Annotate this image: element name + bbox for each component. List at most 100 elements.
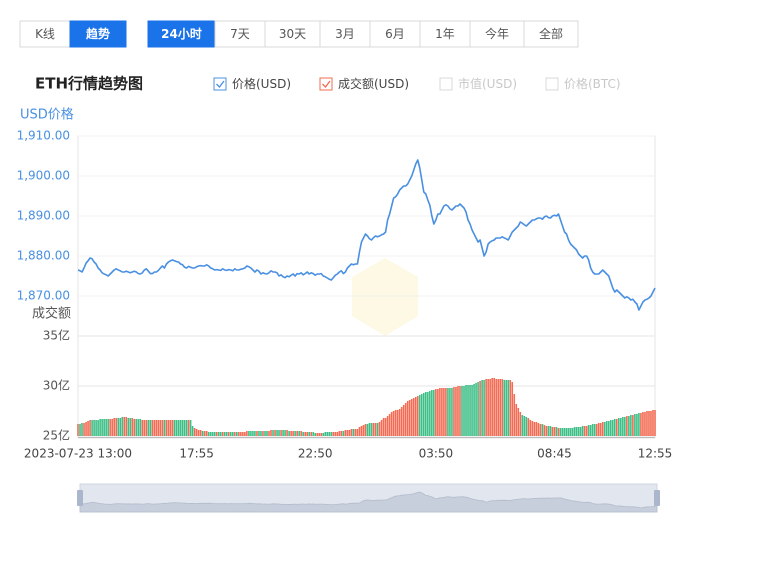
legend-checkbox[interactable] — [319, 77, 333, 91]
volume-bar — [151, 420, 154, 436]
tab-background[interactable] — [523, 20, 579, 48]
tab-label[interactable]: 7天 — [230, 27, 250, 41]
volume-bar — [254, 431, 256, 436]
volume-bar — [167, 420, 170, 436]
volume-bar — [219, 432, 222, 436]
legend-label[interactable]: 成交额(USD) — [338, 76, 409, 91]
volume-bar — [111, 419, 113, 436]
volume-bar — [352, 429, 355, 436]
legend-label[interactable]: 价格(BTC) — [564, 76, 621, 91]
volume-bar — [632, 415, 634, 436]
tab-label[interactable]: 30天 — [279, 27, 306, 41]
legend-checkbox[interactable] — [545, 77, 559, 91]
volume-bar — [165, 420, 168, 436]
volume-bar — [497, 379, 499, 436]
volume-bar — [137, 419, 140, 436]
legend-checkbox[interactable] — [213, 77, 227, 91]
tab-button[interactable]: 30天 — [264, 20, 321, 48]
volume-bar — [394, 410, 397, 436]
volume-bar — [539, 424, 542, 436]
volume-bar — [147, 420, 150, 436]
volume-bar — [77, 424, 79, 436]
legend-item[interactable]: 成交额(USD) — [319, 76, 409, 91]
legend-item[interactable]: 价格(BTC) — [545, 76, 621, 91]
tab-background[interactable] — [319, 20, 371, 48]
legend-check[interactable] — [216, 80, 225, 88]
volume-bar — [113, 418, 115, 436]
tab-background[interactable] — [469, 20, 525, 48]
volume-bar — [481, 380, 483, 436]
tab-button[interactable]: 7天 — [214, 20, 266, 48]
volume-bar — [221, 432, 224, 436]
y2-tick-label: 35亿 — [43, 328, 70, 343]
tab-background[interactable] — [369, 20, 421, 48]
volume-bar — [83, 423, 85, 436]
legend-item[interactable]: 市值(USD) — [439, 76, 517, 91]
volume-bar — [332, 432, 335, 436]
legend-label[interactable]: 市值(USD) — [458, 76, 517, 91]
volume-bar — [571, 428, 574, 436]
tab-background[interactable] — [19, 20, 71, 48]
volume-bar — [547, 426, 550, 436]
volume-bar — [378, 422, 381, 436]
volume-bar — [205, 431, 208, 436]
volume-bar — [187, 420, 190, 436]
tab-button[interactable]: 全部 — [523, 20, 579, 48]
tab-label[interactable]: 全部 — [539, 26, 563, 41]
volume-bar — [244, 432, 246, 436]
volume-bar — [634, 414, 636, 436]
volume-bar — [410, 399, 413, 436]
tab-label[interactable]: 6月 — [385, 27, 405, 41]
volume-bar — [292, 431, 294, 436]
tab-background[interactable] — [419, 20, 471, 48]
volume-bar — [575, 427, 578, 436]
volume-bar — [622, 417, 624, 436]
tab-button[interactable]: 3月 — [319, 20, 371, 48]
volume-bar — [535, 422, 538, 436]
y-axis-label: USD价格 — [20, 107, 74, 123]
volume-bar — [581, 426, 584, 436]
tab-button[interactable]: 1年 — [419, 20, 471, 48]
volume-bar — [455, 387, 457, 436]
volume-bar — [179, 420, 182, 436]
tab-button[interactable]: K线 — [19, 20, 71, 48]
volume-bar — [420, 394, 423, 436]
tab-button[interactable]: 趋势 — [69, 20, 127, 48]
tab-background[interactable] — [264, 20, 321, 48]
tab-label[interactable]: 24小时 — [161, 26, 202, 41]
slider-handle[interactable] — [654, 490, 660, 506]
tab-button[interactable]: 6月 — [369, 20, 421, 48]
volume-bar — [449, 388, 451, 436]
legend-check[interactable] — [322, 80, 331, 88]
tab-label[interactable]: K线 — [35, 27, 55, 41]
volume-bar — [294, 431, 296, 436]
slider-handle[interactable] — [77, 490, 83, 506]
volume-bar — [505, 380, 508, 436]
volume-bar — [628, 416, 630, 436]
volume-bar — [280, 430, 282, 436]
volume-bar — [595, 424, 598, 436]
volume-bar — [630, 415, 632, 436]
tab-button[interactable]: 24小时 — [147, 20, 216, 48]
volume-bar — [199, 430, 202, 436]
tab-background[interactable] — [147, 20, 216, 48]
tab-label[interactable]: 3月 — [335, 27, 355, 41]
volume-bar — [229, 432, 232, 436]
tab-background[interactable] — [69, 20, 127, 48]
legend-checkbox[interactable] — [439, 77, 453, 91]
volume-bar — [459, 386, 461, 436]
volume-bar — [626, 416, 628, 436]
volume-bar — [368, 423, 371, 436]
volume-bar — [402, 405, 405, 436]
tab-label[interactable]: 今年 — [485, 26, 509, 41]
tab-label[interactable]: 1年 — [435, 27, 455, 41]
tab-background[interactable] — [214, 20, 266, 48]
tab-label[interactable]: 趋势 — [86, 26, 110, 41]
volume-bar — [326, 432, 329, 436]
volume-bar — [340, 431, 343, 436]
legend-label[interactable]: 价格(USD) — [232, 76, 291, 91]
legend-item[interactable]: 价格(USD) — [213, 76, 291, 91]
volume-bar — [585, 426, 588, 436]
volume-bar — [467, 385, 469, 436]
tab-button[interactable]: 今年 — [469, 20, 525, 48]
